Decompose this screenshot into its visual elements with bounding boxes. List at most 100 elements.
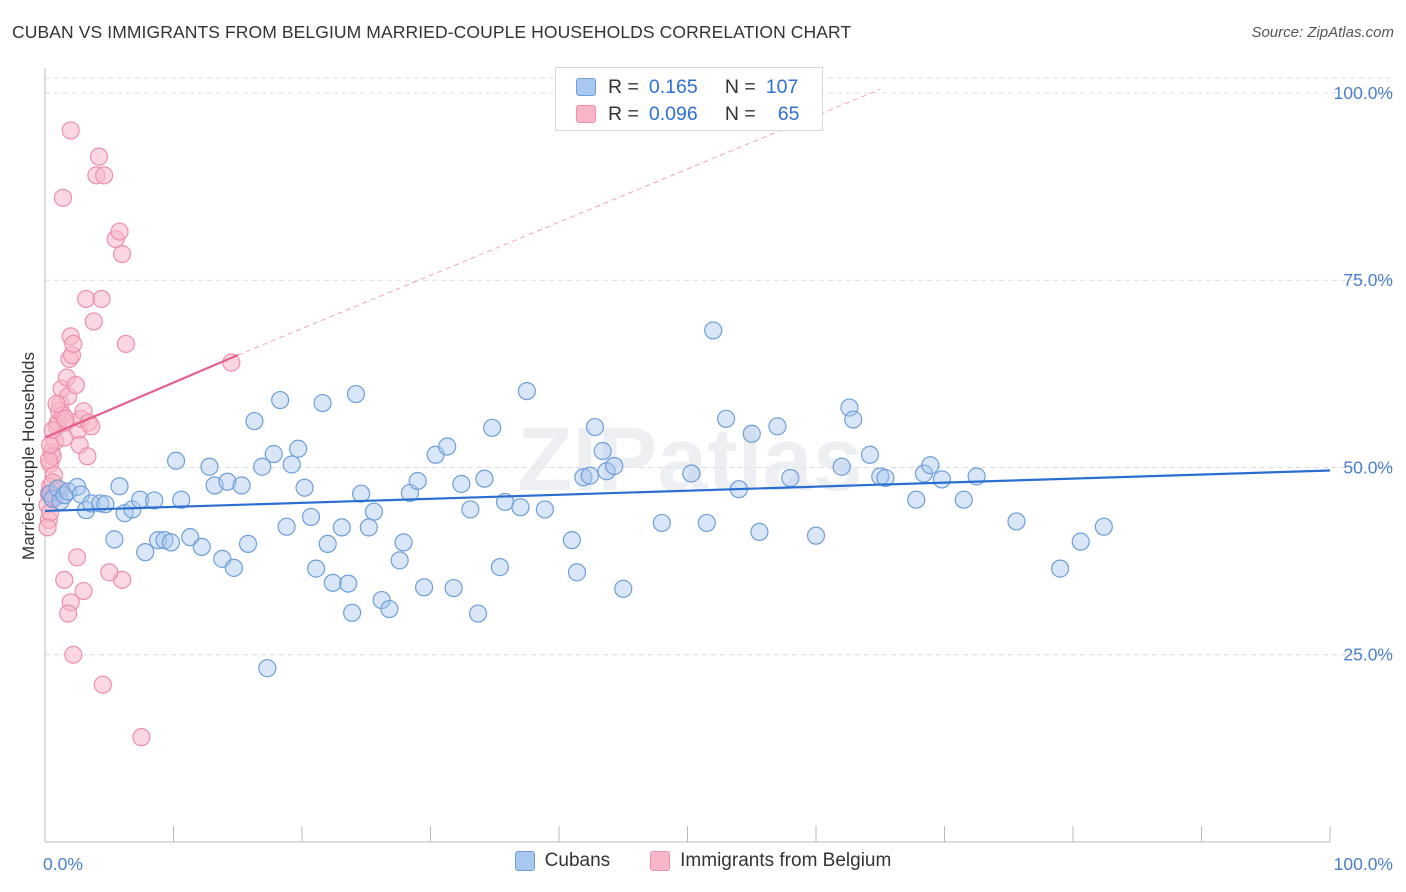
legend-n-label: N = bbox=[724, 102, 756, 125]
cubans-point bbox=[567, 563, 587, 582]
cubans-point bbox=[390, 551, 409, 570]
chart-title: CUBAN VS IMMIGRANTS FROM BELGIUM MARRIED… bbox=[12, 22, 852, 42]
axis-labels: 25.0% 50.0% 75.0% 100.0% 0.0% 100.0% Married-c… bbox=[19, 83, 1393, 874]
cubans-point bbox=[652, 513, 671, 533]
cubans-point bbox=[781, 468, 800, 488]
belgium-point bbox=[110, 222, 129, 241]
y-tick-label: 100.0% bbox=[1334, 83, 1393, 103]
cubans-point bbox=[323, 573, 342, 592]
cubans-point bbox=[332, 518, 351, 537]
belgium-point bbox=[116, 334, 136, 354]
cubans-point bbox=[452, 474, 471, 494]
cubans-point bbox=[318, 534, 337, 553]
belgium-point bbox=[77, 289, 96, 309]
legend-r-label: R = bbox=[608, 75, 639, 98]
cubans-point bbox=[301, 507, 321, 527]
cubans-point bbox=[1051, 559, 1070, 578]
belgium-point bbox=[89, 147, 109, 166]
cubans-point bbox=[343, 603, 362, 622]
cubans-point bbox=[921, 456, 940, 475]
belgium-trendline bbox=[44, 354, 239, 439]
cubans-point bbox=[517, 381, 536, 401]
cubans-point bbox=[593, 441, 612, 461]
cubans-point bbox=[704, 321, 723, 340]
cubans-point bbox=[352, 484, 371, 503]
belgium-point bbox=[100, 563, 119, 582]
y-tick-label: 25.0% bbox=[1343, 645, 1393, 665]
legend-n-value: 107 bbox=[765, 75, 799, 98]
cubans-point bbox=[750, 522, 769, 542]
belgium-point bbox=[66, 375, 85, 395]
cubans-point bbox=[307, 559, 326, 578]
belgium-point bbox=[92, 289, 111, 309]
belgium-point bbox=[64, 645, 83, 664]
belgium-point bbox=[61, 121, 80, 140]
y-tick-label: 50.0% bbox=[1343, 457, 1393, 477]
cubans-point bbox=[394, 533, 413, 552]
y-axis-label: Married-couple Households bbox=[19, 352, 38, 560]
cubans-point bbox=[264, 444, 283, 464]
belgium-trendline-extension bbox=[237, 88, 881, 356]
cubans-point bbox=[258, 659, 277, 678]
cubans-point bbox=[832, 457, 851, 476]
belgium-point bbox=[68, 548, 87, 567]
cubans-point bbox=[172, 490, 191, 509]
belgium-point bbox=[78, 447, 97, 466]
cubans-point bbox=[840, 398, 859, 417]
cubans-point bbox=[200, 457, 219, 476]
cubans-point bbox=[716, 409, 736, 428]
cubans-point bbox=[438, 437, 457, 456]
grid-lines bbox=[45, 77, 1392, 656]
cubans-point bbox=[483, 418, 502, 437]
bottom-legend-cubans: Cubans bbox=[514, 850, 611, 872]
belgium-point bbox=[38, 518, 57, 537]
cubans-point bbox=[580, 466, 599, 485]
cubans-trendline bbox=[44, 469, 1331, 513]
belgium-point bbox=[55, 570, 74, 589]
x-tick-label: 0.0% bbox=[43, 854, 83, 874]
belgium-point bbox=[93, 675, 112, 694]
cubans-point bbox=[313, 393, 332, 413]
legend-r-label: R = bbox=[608, 102, 639, 125]
belgium-point bbox=[112, 244, 132, 264]
bottom-legend-belgium: Immigrants from Belgium bbox=[650, 850, 891, 872]
belgium-point bbox=[53, 188, 73, 207]
y-tick-label: 75.0% bbox=[1343, 270, 1393, 290]
cubans-point bbox=[346, 384, 366, 404]
cubans-point bbox=[954, 490, 973, 509]
cubans-point bbox=[490, 558, 509, 577]
belgium-swatch bbox=[576, 105, 596, 123]
cubans-point bbox=[806, 526, 826, 545]
cubans-point bbox=[562, 531, 581, 550]
belgium-point bbox=[59, 604, 78, 623]
cubans-point bbox=[192, 537, 211, 556]
cubans-point bbox=[145, 491, 164, 510]
cubans-point bbox=[468, 604, 488, 623]
cubans-point bbox=[475, 469, 494, 488]
cubans-legend-label: Cubans bbox=[544, 850, 611, 871]
source-label: Source: ZipAtlas.com bbox=[1251, 24, 1394, 41]
bottom-legend: Cubans Immigrants from Belgium bbox=[0, 850, 1406, 872]
cubans-point bbox=[364, 502, 384, 521]
legend-n-label: N = bbox=[724, 75, 756, 98]
cubans-point bbox=[511, 498, 530, 517]
belgium-swatch bbox=[650, 851, 671, 871]
cubans-point bbox=[91, 494, 110, 513]
belgium-point bbox=[74, 581, 93, 601]
cubans-point bbox=[224, 558, 243, 577]
cubans-point bbox=[1071, 532, 1090, 551]
legend-n-value: 65 bbox=[777, 102, 800, 125]
cubans-point bbox=[359, 518, 378, 537]
cubans-point bbox=[277, 517, 296, 536]
belgium-point bbox=[39, 450, 58, 470]
cubans-point bbox=[742, 424, 761, 443]
cubans-point bbox=[289, 439, 308, 458]
cubans-point bbox=[1007, 512, 1026, 531]
cubans-point bbox=[614, 579, 633, 598]
cubans-point bbox=[444, 578, 463, 598]
trendlines bbox=[237, 88, 881, 356]
cubans-point bbox=[408, 471, 427, 491]
belgium-point bbox=[95, 166, 114, 185]
cubans-point bbox=[380, 599, 399, 619]
